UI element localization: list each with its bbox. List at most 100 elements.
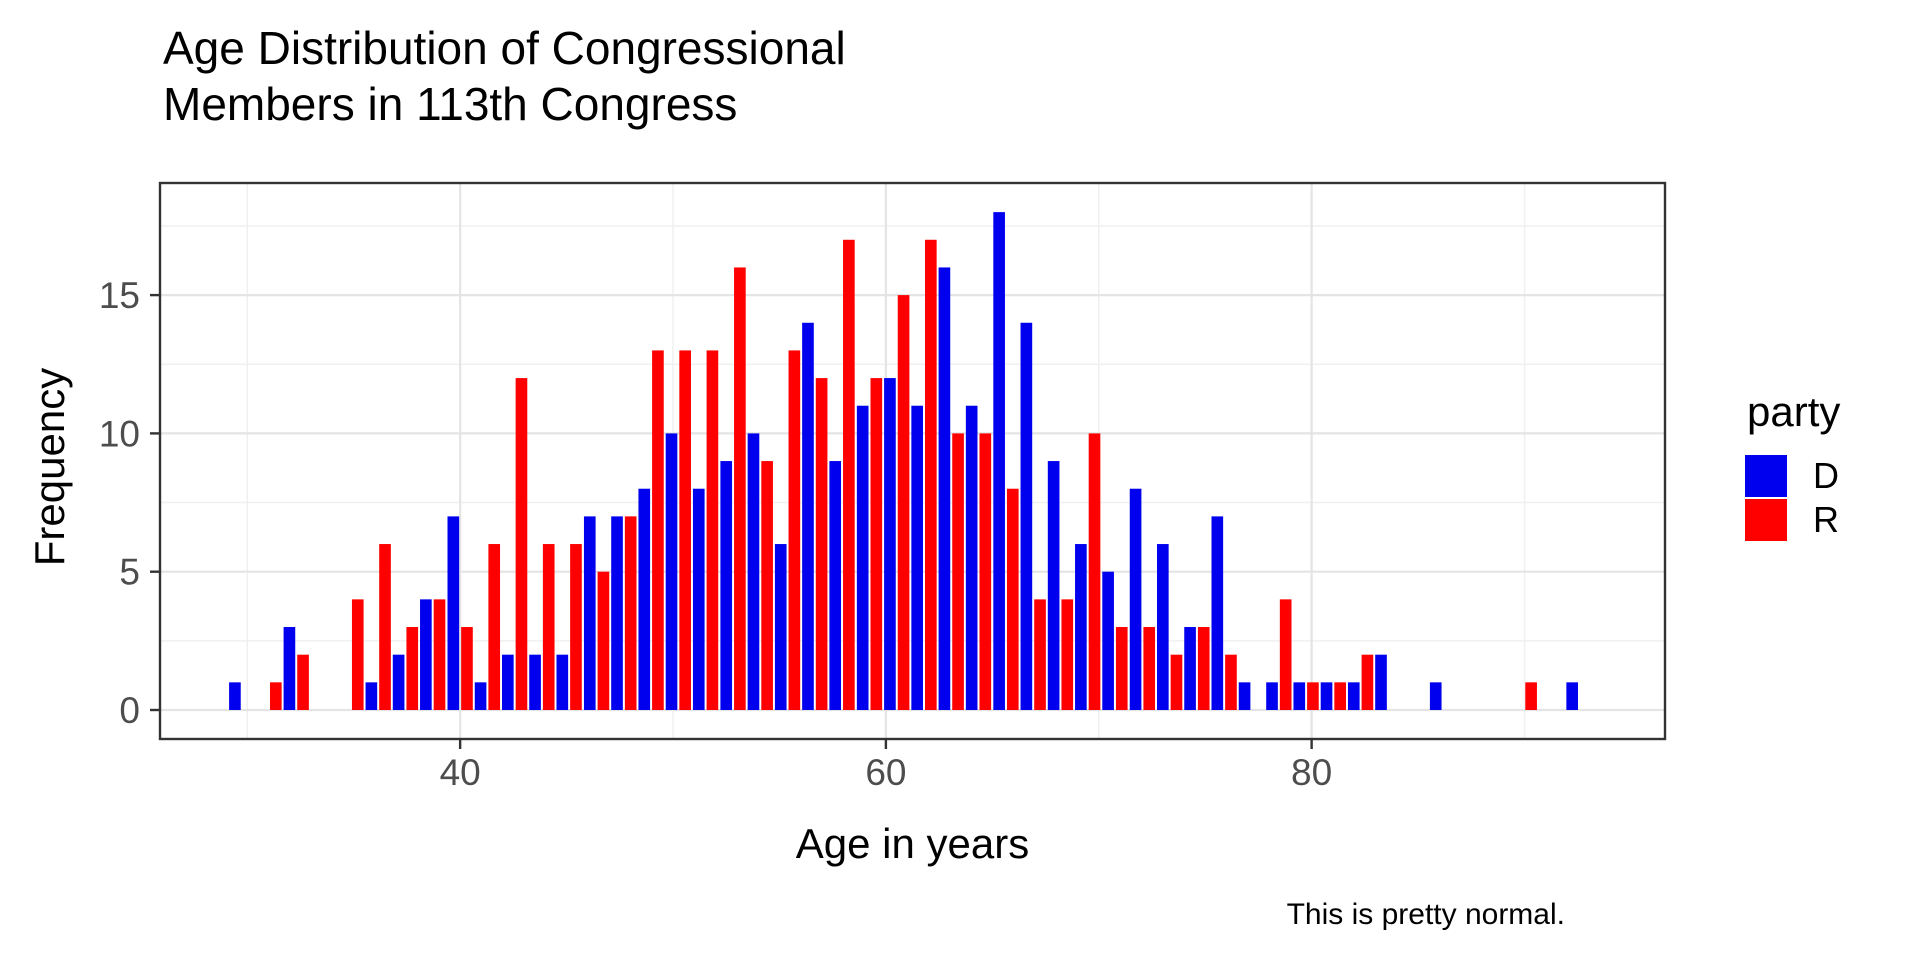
bar-D-bin20 — [774, 544, 787, 710]
bar-R-bin41 — [1361, 654, 1374, 710]
bar-R-bin12 — [570, 544, 582, 710]
bar-D-bin7 — [420, 599, 432, 710]
bar-R-bin15 — [652, 350, 664, 710]
bar-R-bin33 — [1143, 627, 1156, 710]
bar-R-bin10 — [515, 378, 528, 710]
bar-R-bin26 — [952, 433, 964, 710]
bar-D-bin30 — [1047, 461, 1060, 710]
bar-R-bin28 — [1006, 488, 1019, 710]
bar-D-bin38 — [1266, 682, 1278, 710]
legend-label-democrat: D — [1813, 455, 1839, 496]
panel-border — [158, 181, 1667, 741]
bar-D-bin19 — [747, 433, 760, 710]
bar-D-bin40 — [1320, 682, 1333, 710]
bar-D-bin9 — [474, 682, 487, 710]
bar-D-bin42 — [1375, 654, 1387, 710]
bar-D-bin44 — [1429, 682, 1442, 710]
bar-D-bin6 — [392, 654, 405, 710]
legend-title: party — [1747, 388, 1841, 435]
bar-R-bin40 — [1334, 682, 1346, 710]
bar-D-bin32 — [1102, 571, 1114, 710]
republican-swatch — [1745, 499, 1787, 541]
bar-R-bin30 — [1061, 599, 1074, 710]
bar-D-bin36 — [1211, 516, 1224, 710]
x-tick-label: 80 — [1291, 752, 1332, 793]
bar-D-bin13 — [583, 516, 596, 710]
bar-D-bin22 — [829, 461, 842, 710]
bar-D-bin21 — [802, 322, 814, 710]
bar-R-bin35 — [1197, 627, 1210, 710]
legend-item-republican: R — [1745, 498, 1840, 542]
legend-item-democrat: D — [1745, 454, 1840, 498]
y-tick-label: 0 — [119, 690, 140, 731]
y-tick-label: 15 — [99, 275, 140, 316]
bar-R-bin36 — [1225, 654, 1237, 710]
bar-R-bin23 — [870, 378, 883, 710]
bar-R-bin14 — [624, 516, 637, 710]
legend-label-republican: R — [1813, 499, 1839, 540]
bar-D-bin29 — [1020, 322, 1033, 710]
bar-R-bin24 — [897, 295, 910, 710]
bar-R-bin19 — [761, 461, 773, 710]
bar-R-bin31 — [1088, 433, 1101, 710]
bar-R-bin27 — [979, 433, 992, 710]
bar-R-bin6 — [406, 627, 419, 710]
bar-D-bin11 — [529, 654, 541, 710]
bar-D-bin26 — [938, 267, 951, 710]
chart-title: Age Distribution of Congressional Member… — [163, 22, 846, 130]
bar-R-bin25 — [924, 239, 937, 710]
bar-D-bin17 — [692, 488, 705, 710]
bar-R-bin4 — [351, 599, 364, 710]
bar-R-bin13 — [597, 571, 610, 710]
bar-R-bin7 — [433, 599, 446, 710]
bar-D-bin27 — [965, 405, 978, 710]
bar-D-bin39 — [1293, 682, 1306, 710]
bar-R-bin5 — [379, 544, 391, 710]
bar-D-bin15 — [638, 488, 651, 710]
y-tick-label: 5 — [119, 552, 140, 593]
plot-caption: This is pretty normal. — [1286, 898, 1565, 931]
bar-D-bin10 — [501, 654, 514, 710]
bar-D-bin41 — [1347, 682, 1360, 710]
bar-R-bin38 — [1279, 599, 1292, 710]
bar-R-bin17 — [706, 350, 719, 710]
bar-R-bin29 — [1034, 599, 1046, 710]
y-tick-label: 10 — [99, 413, 140, 454]
bar-D-bin25 — [911, 405, 923, 710]
bar-D-bin23 — [856, 405, 869, 710]
bar-D-bin18 — [720, 461, 733, 710]
bar-D-bin12 — [556, 654, 569, 710]
bar-R-bin9 — [488, 544, 501, 710]
x-tick-label: 60 — [865, 752, 906, 793]
bar-R-bin20 — [788, 350, 801, 710]
bar-D-bin8 — [447, 516, 460, 710]
bar-D-bin24 — [884, 378, 896, 710]
bar-R-bin18 — [734, 267, 746, 710]
x-axis-title: Age in years — [795, 820, 1030, 867]
bar-D-bin16 — [665, 433, 678, 710]
bar-R-bin11 — [542, 544, 555, 710]
bar-R-bin39 — [1307, 682, 1319, 710]
bar-R-bin16 — [679, 350, 691, 710]
bar-D-bin49 — [1566, 682, 1578, 710]
bar-D-bin33 — [1129, 488, 1142, 710]
bar-D-bin37 — [1238, 682, 1251, 710]
bar-R-bin34 — [1170, 654, 1183, 710]
bar-R-bin22 — [843, 239, 855, 710]
bar-D-bin34 — [1157, 544, 1169, 710]
bar-R-bin21 — [815, 378, 828, 710]
bar-D-bin28 — [993, 212, 1005, 710]
bar-D-bin2 — [283, 627, 296, 710]
bar-D-bin31 — [1075, 544, 1087, 710]
bar-D-bin35 — [1184, 627, 1196, 710]
bar-R-bin1 — [269, 682, 282, 710]
bar-D-bin14 — [611, 516, 623, 710]
legend: party D R — [1745, 388, 1840, 542]
bar-R-bin2 — [297, 654, 309, 710]
bar-R-bin47 — [1525, 682, 1537, 710]
bar-D-bin0 — [229, 682, 241, 710]
x-tick-label: 40 — [440, 752, 481, 793]
bar-R-bin8 — [461, 627, 473, 710]
